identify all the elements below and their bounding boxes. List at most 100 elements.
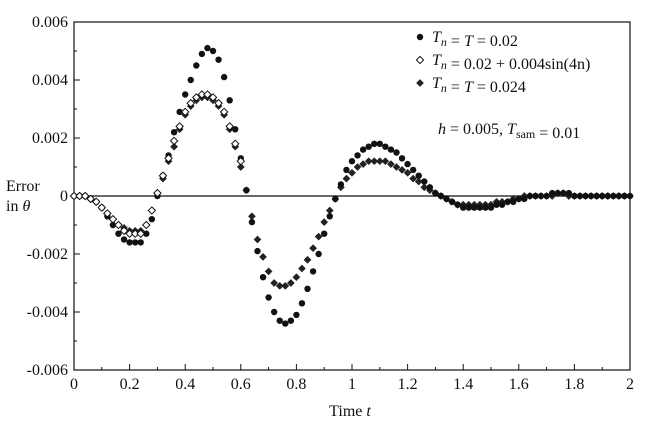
series-1-point — [182, 91, 189, 98]
math-subscript: n — [441, 35, 447, 49]
series-1-point — [465, 204, 472, 211]
series-1-point — [198, 50, 206, 58]
series-2-point — [69, 191, 79, 201]
math-subscript: n — [441, 81, 447, 95]
series-1-point — [460, 204, 467, 211]
series-1-point — [321, 230, 328, 237]
series-1-point — [387, 146, 395, 153]
math-subscript: n — [441, 58, 447, 72]
series-2-point — [180, 107, 190, 117]
y-axis-label-line2: in θ — [6, 198, 30, 215]
x-tick-label: 1.8 — [564, 376, 584, 393]
series-1-point — [265, 294, 272, 301]
series-3-point — [259, 252, 267, 261]
series-3-point — [403, 168, 412, 177]
series-2-point — [119, 226, 129, 236]
series-3-point — [314, 232, 323, 241]
series-3-point — [398, 165, 406, 174]
x-tick-label: 2 — [626, 376, 634, 393]
series-1-point — [432, 189, 439, 197]
series-1-point — [332, 195, 339, 203]
series-1-point — [543, 192, 550, 200]
series-1-point — [421, 178, 428, 185]
series-1-point — [209, 47, 217, 55]
series-2-point — [169, 136, 179, 146]
series-1-point — [354, 152, 361, 159]
x-tick-label: 0.8 — [286, 376, 306, 393]
math-text: = 0.02 — [473, 33, 518, 50]
x-tick-label: 1 — [348, 376, 356, 393]
series-2-point — [214, 98, 223, 108]
series-1-point — [526, 192, 534, 200]
series-3-point — [370, 157, 379, 166]
series-1-point — [487, 204, 495, 211]
series-1-point — [215, 56, 222, 63]
series-1-point — [343, 166, 350, 174]
series-1-point — [521, 195, 528, 203]
series-1-point — [187, 76, 194, 84]
series-1-point — [510, 198, 517, 205]
series-1-point — [482, 204, 489, 211]
series-3-point — [286, 279, 295, 287]
series-1-point — [576, 192, 584, 200]
y-label-var: θ — [22, 198, 30, 215]
x-axis-label: Time t — [329, 403, 371, 420]
series-1-point — [176, 108, 183, 116]
x-tick-label: 1.2 — [398, 376, 418, 393]
y-tick-label: -0.006 — [27, 362, 68, 379]
series-1-point — [193, 62, 200, 69]
series-3-point — [292, 273, 301, 282]
series-1-point — [276, 317, 283, 324]
legend-entry-2: Tn = 0.02 + 0.004sin(4n) — [432, 52, 590, 73]
series-1-point — [610, 192, 617, 200]
series-1-point — [170, 129, 178, 136]
series-1-point — [359, 146, 367, 153]
series-1-point — [398, 155, 406, 162]
series-1-point — [437, 192, 445, 200]
series-1-point — [309, 268, 317, 275]
x-axis-label-var: t — [366, 403, 371, 420]
x-tick-label: 0.6 — [231, 376, 251, 393]
series-3-point — [381, 157, 390, 166]
series-1-point — [537, 192, 545, 200]
series-1-point — [298, 300, 306, 307]
series-1-point — [304, 285, 311, 292]
y-tick-labels: -0.006 -0.004 -0.002 0 0.002 0.004 0.006 — [27, 14, 68, 379]
math-subscript: sam — [516, 127, 536, 141]
series-1-point — [593, 192, 600, 200]
series-1-point — [504, 198, 511, 205]
y-tick-label: -0.002 — [27, 246, 68, 263]
series-2-point — [103, 209, 112, 218]
math-text: = — [447, 79, 464, 96]
series-1-point — [443, 195, 450, 203]
series-1-point — [615, 192, 623, 200]
series-3-point — [270, 279, 279, 287]
y-tick-label: 0.006 — [32, 14, 68, 31]
x-tick-label: 0.4 — [175, 376, 195, 393]
math-text: = 0.01 — [535, 125, 580, 142]
series-2-point — [75, 191, 84, 201]
series-1-point — [115, 230, 122, 237]
series-2-point — [225, 122, 234, 131]
x-tick-label: 1.4 — [453, 376, 473, 393]
data-points — [69, 44, 634, 327]
series-1-point — [454, 201, 461, 208]
series-1-point — [376, 140, 383, 147]
legend-entry-3: Tn = T = 0.024 — [432, 75, 526, 96]
legend-marker-3 — [416, 79, 424, 87]
series-3-point — [420, 183, 429, 192]
series-1-point — [204, 44, 211, 52]
series-3-point — [364, 157, 373, 166]
series-2-point — [186, 98, 196, 108]
math-symbol: T — [507, 121, 517, 138]
series-2-point — [208, 93, 218, 102]
series-1-point — [582, 192, 589, 200]
series-1-point — [109, 221, 117, 229]
series-1-point — [404, 160, 411, 168]
series-1-point — [448, 198, 456, 205]
series-3-point — [392, 163, 401, 171]
series-3-point — [375, 157, 384, 166]
series-2-point — [236, 156, 246, 166]
series-2-point — [136, 229, 146, 239]
